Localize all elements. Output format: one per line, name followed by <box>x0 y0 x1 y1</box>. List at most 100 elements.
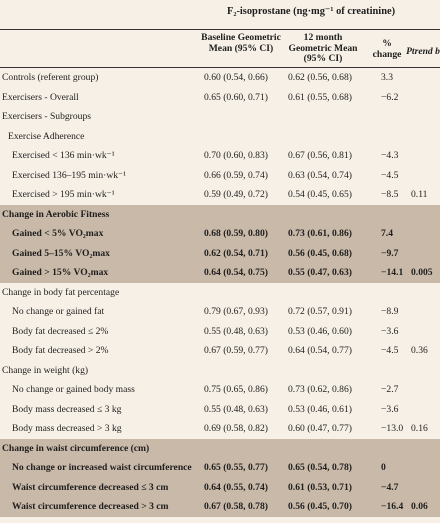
table-row: Body mass decreased ≤ 3 kg 0.55 (0.48, 0.… <box>0 400 440 420</box>
table-title: F₂-isoprostane (ng·mg⁻¹ of creatinine) <box>227 6 396 17</box>
change-value: −4.7 <box>381 481 399 493</box>
table-row: Change in Aerobic Fitness <box>0 204 440 224</box>
change-value: −4.3 <box>381 150 399 161</box>
month12-value: 0.65 (0.54, 0.78) <box>288 462 352 473</box>
ptrend-value: 0.005 <box>411 267 433 278</box>
section-label: Change in weight (kg) <box>2 364 89 376</box>
change-value: −8.9 <box>381 306 399 317</box>
table-title-band: F₂-isoprostane (ng·mg⁻¹ of creatinine) <box>0 0 440 30</box>
month12-value: 0.54 (0.45, 0.65) <box>288 189 352 200</box>
baseline-value: 0.66 (0.59, 0.74) <box>204 169 268 181</box>
row-label: Gained 5–15% VO₂max <box>12 247 110 259</box>
table-body: Controls (referent group) 0.60 (0.54, 0.6… <box>0 68 440 517</box>
row-label: Exercised < 136 min·wk⁻¹ <box>12 150 115 161</box>
column-header-row: Baseline Geometric Mean (95% CI) 12 mont… <box>0 30 440 68</box>
month12-value: 0.56 (0.45, 0.68) <box>288 247 352 259</box>
month12-value: 0.73 (0.62, 0.86) <box>288 384 352 395</box>
table-row: Gained 5–15% VO₂max 0.62 (0.54, 0.71) 0.56… <box>0 243 440 263</box>
month12-value: 0.61 (0.53, 0.71) <box>288 481 352 493</box>
change-value: −4.5 <box>381 169 399 181</box>
baseline-value: 0.75 (0.65, 0.86) <box>204 384 268 395</box>
table-row: Body fat decreased > 2% 0.67 (0.59, 0.77)… <box>0 341 440 361</box>
month12-value: 0.53 (0.46, 0.60) <box>288 325 352 337</box>
change-value: 0 <box>381 462 386 473</box>
row-label: No change or increased waist circumferen… <box>12 462 192 473</box>
baseline-value: 0.62 (0.54, 0.71) <box>204 247 268 259</box>
change-value: −6.2 <box>381 91 399 103</box>
month12-value: 0.67 (0.56, 0.81) <box>288 150 352 161</box>
change-value: −14.1 <box>381 267 404 278</box>
month12-value: 0.63 (0.54, 0.74) <box>288 169 352 181</box>
row-label: Body fat decreased ≤ 2% <box>12 325 109 337</box>
row-label: Waist circumference decreased > 3 cm <box>12 501 169 512</box>
ptrend-value: 0.36 <box>411 345 428 356</box>
row-label: Exercised 136–195 min·wk⁻¹ <box>12 169 126 181</box>
change-value: −8.5 <box>381 189 399 200</box>
change-value: 7.4 <box>381 228 393 239</box>
table-row: Body mass decreased > 3 kg 0.69 (0.58, 0.… <box>0 419 440 439</box>
table-row: Controls (referent group) 0.60 (0.54, 0.6… <box>0 68 440 88</box>
baseline-value: 0.68 (0.59, 0.80) <box>204 228 268 239</box>
row-label: Body mass decreased ≤ 3 kg <box>12 403 122 415</box>
baseline-value: 0.55 (0.48, 0.63) <box>204 403 268 415</box>
baseline-value: 0.60 (0.54, 0.66) <box>204 72 268 83</box>
ptrend-value: 0.06 <box>411 501 428 512</box>
baseline-value: 0.79 (0.67, 0.93) <box>204 306 268 317</box>
row-label: No change or gained fat <box>12 306 105 317</box>
table-row: Change in body fat percentage <box>0 283 440 303</box>
row-label: Exercisers - Overall <box>2 91 79 103</box>
table-row: Waist circumference decreased ≤ 3 cm 0.64… <box>0 477 440 497</box>
row-label: Exercise Adherence <box>8 130 85 142</box>
month12-value: 0.55 (0.47, 0.63) <box>288 267 352 278</box>
row-label: Body mass decreased > 3 kg <box>12 423 122 434</box>
column-header-12-month: 12 month Geometric Mean (95% CI) <box>288 32 358 64</box>
change-value: −16.4 <box>381 501 404 512</box>
table-row: No change or gained fat 0.79 (0.67, 0.93)… <box>0 302 440 322</box>
change-value: 3.3 <box>381 72 393 83</box>
row-label: Exercisers - Subgroups <box>2 111 91 122</box>
change-value: −13.0 <box>381 423 404 434</box>
table-row: Change in weight (kg) <box>0 361 440 381</box>
month12-value: 0.61 (0.55, 0.68) <box>288 91 352 103</box>
baseline-value: 0.65 (0.55, 0.77) <box>204 462 268 473</box>
baseline-value: 0.55 (0.48, 0.63) <box>204 325 268 337</box>
baseline-value: 0.70 (0.60, 0.83) <box>204 150 268 161</box>
month12-value: 0.64 (0.54, 0.77) <box>288 345 352 356</box>
table-row: No change or gained body mass 0.75 (0.65,… <box>0 380 440 400</box>
month12-value: 0.73 (0.61, 0.86) <box>288 228 352 239</box>
table-row: Body fat decreased ≤ 2% 0.55 (0.48, 0.63)… <box>0 322 440 342</box>
baseline-value: 0.67 (0.59, 0.77) <box>204 345 268 356</box>
baseline-value: 0.67 (0.58, 0.78) <box>204 501 268 512</box>
change-value: −3.6 <box>381 403 399 415</box>
section-label: Change in body fat percentage <box>2 286 120 298</box>
column-header-change: % change <box>372 38 402 60</box>
baseline-value: 0.64 (0.55, 0.74) <box>204 481 268 493</box>
row-label: Exercised > 195 min·wk⁻¹ <box>12 189 115 200</box>
month12-value: 0.62 (0.56, 0.68) <box>288 72 352 83</box>
table-row: Change in waist circumference (cm) <box>0 438 440 458</box>
column-header-baseline: Baseline Geometric Mean (95% CI) <box>201 32 281 54</box>
baseline-value: 0.65 (0.60, 0.71) <box>204 91 268 103</box>
table-row: Exercisers - Overall 0.65 (0.60, 0.71) 0.6… <box>0 88 440 108</box>
table-row: Gained < 5% VO₂max 0.68 (0.59, 0.80) 0.73 … <box>0 224 440 244</box>
change-value: −9.7 <box>381 247 399 259</box>
month12-value: 0.53 (0.46, 0.61) <box>288 403 352 415</box>
row-label: Gained < 5% VO₂max <box>12 228 104 239</box>
section-label: Change in Aerobic Fitness <box>2 208 110 220</box>
table-row: Waist circumference decreased > 3 cm 0.67… <box>0 497 440 517</box>
row-label: Gained > 15% VO₂max <box>12 267 109 278</box>
table-row: Gained > 15% VO₂max 0.64 (0.54, 0.75) 0.55… <box>0 263 440 283</box>
change-value: −3.6 <box>381 325 399 337</box>
baseline-value: 0.64 (0.54, 0.75) <box>204 267 268 278</box>
row-label: Body fat decreased > 2% <box>12 345 109 356</box>
baseline-value: 0.69 (0.58, 0.82) <box>204 423 268 434</box>
table-row: Exercise Adherence <box>0 127 440 147</box>
ptrend-value: 0.11 <box>411 189 428 200</box>
section-label: Change in waist circumference (cm) <box>2 442 150 454</box>
table-row: Exercised 136–195 min·wk⁻¹ 0.66 (0.59, 0.… <box>0 166 440 186</box>
month12-value: 0.60 (0.47, 0.77) <box>288 423 352 434</box>
row-label: Waist circumference decreased ≤ 3 cm <box>12 481 169 493</box>
row-label: Controls (referent group) <box>2 72 99 83</box>
table-row: Exercised < 136 min·wk⁻¹ 0.70 (0.60, 0.83… <box>0 146 440 166</box>
